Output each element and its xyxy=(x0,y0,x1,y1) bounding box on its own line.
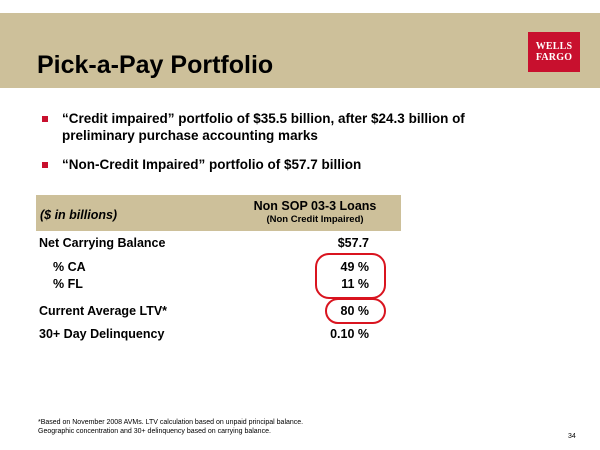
bullet-item: “Non-Credit Impaired” portfolio of $57.7… xyxy=(38,156,508,173)
column-subtitle: (Non Credit Impaired) xyxy=(266,214,364,225)
bullet-text: “Credit impaired” portfolio of $35.5 bil… xyxy=(62,111,465,143)
footnote-line-1: *Based on November 2008 AVMs. LTV calcul… xyxy=(38,419,304,426)
slide-title: Pick-a-Pay Portfolio xyxy=(37,51,274,79)
page-number: 34 xyxy=(568,433,576,440)
bullet-square-icon xyxy=(42,116,48,122)
column-header: Non SOP 03-3 Loans (Non Credit Impaired) xyxy=(235,199,395,225)
row-value: 80 % xyxy=(340,304,370,318)
highlight-oval-ltv xyxy=(325,298,386,324)
column-title: Non SOP 03-3 Loans xyxy=(253,199,377,213)
bullet-square-icon xyxy=(42,162,48,168)
row-value: $57.7 xyxy=(337,236,369,250)
unit-label: ($ in billions) xyxy=(40,208,118,222)
row-value: 11 % xyxy=(341,277,369,291)
footnote-line-2: Geographic concentration and 30+ delinqu… xyxy=(38,428,271,435)
row-value: 0.10 % xyxy=(330,327,369,341)
logo-line-2: FARGO xyxy=(535,52,573,63)
highlight-oval-ca-fl xyxy=(315,253,386,299)
bullet-item: “Credit impaired” portfolio of $35.5 bil… xyxy=(38,110,508,144)
row-label: Net Carrying Balance xyxy=(39,236,166,250)
row-label: Current Average LTV* xyxy=(39,304,168,318)
bullet-text: “Non-Credit Impaired” portfolio of $57.7… xyxy=(62,157,362,172)
row-label: % CA xyxy=(53,260,86,274)
table-header: ($ in billions) Non SOP 03-3 Loans (Non … xyxy=(36,195,401,231)
header-band xyxy=(0,13,600,88)
row-label: 30+ Day Delinquency xyxy=(39,327,165,341)
wells-fargo-logo: WELLS FARGO xyxy=(528,32,580,72)
bullet-list: “Credit impaired” portfolio of $35.5 bil… xyxy=(38,110,508,185)
footnote: *Based on November 2008 AVMs. LTV calcul… xyxy=(38,418,458,436)
logo-line-1: WELLS xyxy=(535,41,573,52)
row-value: 49 % xyxy=(340,260,370,274)
row-label: % FL xyxy=(53,277,83,291)
